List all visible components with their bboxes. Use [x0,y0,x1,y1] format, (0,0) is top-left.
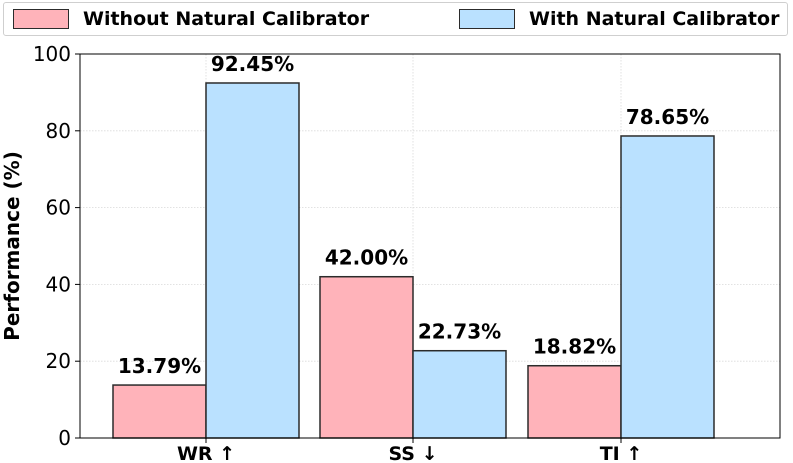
bar-without-2 [527,364,622,439]
bars [112,82,715,439]
y-tick-label: 60 [46,196,71,220]
y-tick-label: 80 [46,119,71,143]
bar-without-1 [319,275,414,439]
legend-swatch-with [459,9,515,29]
bar-without-0 [112,384,207,439]
data-label: 18.82% [533,335,616,359]
x-tick-label: TI ↑ [600,443,643,463]
legend-item-with: With Natural Calibrator [459,8,779,30]
y-axis-ticks: 0 20 40 60 80 100 [33,42,80,450]
y-tick-label: 0 [58,426,71,450]
data-label: 13.79% [118,354,201,378]
data-label: 78.65% [626,105,709,129]
legend-label-with: With Natural Calibrator [529,8,780,30]
y-tick-label: 100 [33,42,71,66]
legend-swatch-without [13,9,69,29]
data-label: 42.00% [325,246,408,270]
data-labels: 13.79% 92.45% 42.00% 22.73% 18.82% 78.65% [118,52,709,378]
y-tick-label: 20 [46,349,71,373]
y-tick-label: 40 [46,272,71,296]
data-label: 92.45% [211,52,294,76]
bar-with-0 [205,82,300,439]
plot-area-frame [79,53,781,439]
y-axis-label: Performance (%) [0,151,24,341]
bar-with-1 [412,349,507,439]
data-label: 22.73% [418,320,501,344]
x-tick-label: SS ↓ [388,443,437,463]
legend-item-without: Without Natural Calibrator [13,8,369,30]
bar-with-2 [620,135,715,439]
legend: Without Natural Calibrator With Natural … [3,2,788,36]
x-axis-ticks: WR ↑ SS ↓ TI ↑ [177,438,642,463]
x-tick-label: WR ↑ [177,443,235,463]
legend-label-without: Without Natural Calibrator [83,8,370,30]
